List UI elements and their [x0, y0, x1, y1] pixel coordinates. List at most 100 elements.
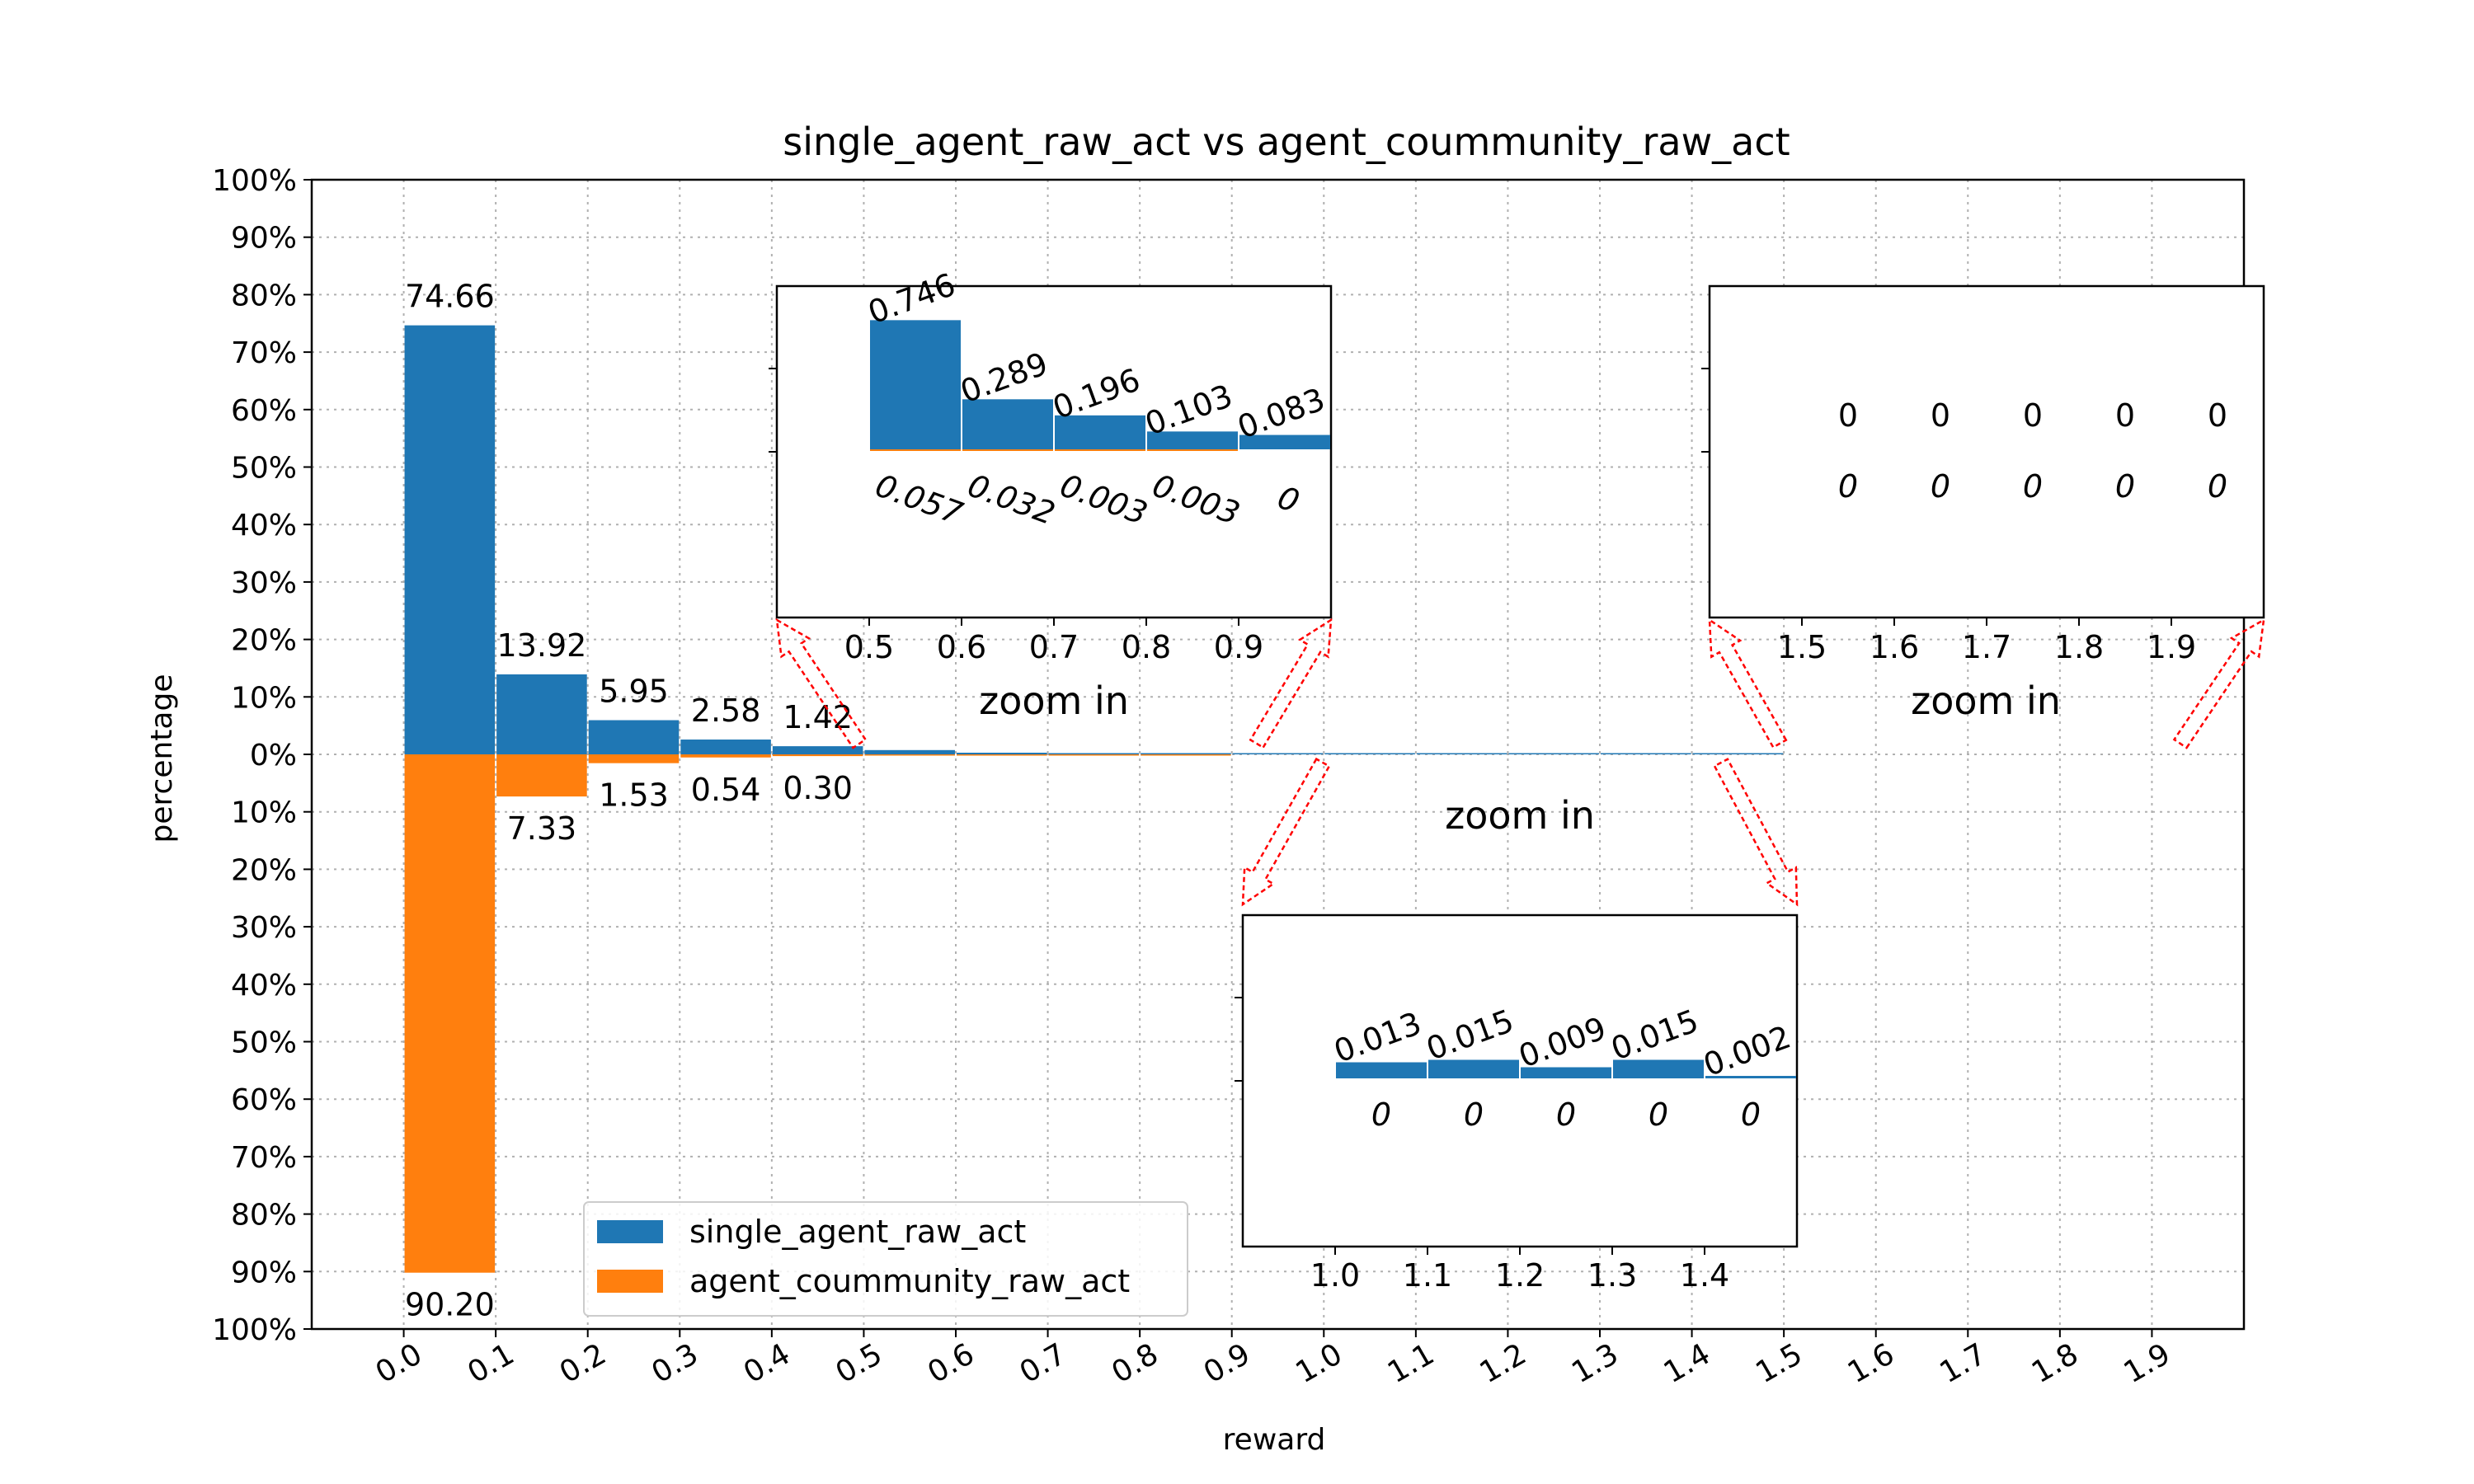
inset-frame	[1708, 284, 2265, 619]
inset-frame	[1241, 913, 1799, 1248]
bar-single-agent	[404, 325, 496, 754]
y-tick-label: 80%	[231, 1199, 297, 1233]
legend-swatch-single-agent	[597, 1220, 663, 1243]
legend-label-single-agent: single_agent_raw_act	[689, 1214, 1026, 1250]
y-axis-label: percentage	[145, 674, 179, 843]
legend-box	[583, 1201, 1188, 1317]
bar-single-agent	[1601, 753, 1691, 754]
inset-label-agent-community: 0	[2208, 468, 2227, 505]
zoom-arrow	[1708, 618, 1788, 749]
legend: single_agent_raw_act agent_coummunity_ra…	[583, 1201, 1188, 1317]
bar-single-agent	[772, 746, 863, 754]
bar-label-agent-community: 1.53	[599, 777, 669, 814]
y-tick-label: 60%	[231, 1083, 297, 1117]
bar-label-single-agent: 2.58	[691, 693, 761, 729]
zoom-arrow	[775, 618, 868, 749]
main-bars	[404, 325, 1784, 1273]
inset-tick-label: 1.1	[1403, 1257, 1452, 1294]
y-tick-label: 30%	[231, 911, 297, 945]
inset-tick-label: 1.3	[1587, 1257, 1637, 1294]
bar-label-single-agent: 74.66	[405, 279, 495, 315]
inset-bar-single-agent	[1428, 1059, 1519, 1078]
bar-single-agent	[1141, 753, 1231, 754]
y-tick-label: 40%	[231, 969, 297, 1003]
bar-agent-community	[864, 754, 955, 756]
y-tick-label: 80%	[231, 279, 297, 312]
inset-tick-label: 1.7	[1962, 629, 2011, 665]
bar-agent-community	[588, 754, 680, 763]
bar-single-agent	[1508, 753, 1599, 754]
inset-tick-label: 1.6	[1870, 629, 1919, 665]
bar-agent-community	[1048, 754, 1140, 756]
bar-agent-community	[496, 754, 587, 797]
inset-panel: 0.5 0.6 0.7 0.8 0.90.7460.2890.1960.1030.083…	[769, 266, 1333, 723]
inset-bar-single-agent	[962, 399, 1053, 449]
bar-agent-community	[404, 754, 496, 1273]
bar-label-agent-community: 7.33	[507, 810, 577, 847]
y-tick-label: 60%	[231, 394, 297, 428]
inset-label-agent-community: 0	[1838, 468, 1858, 505]
bar-single-agent	[680, 740, 771, 754]
y-tick-label: 0%	[250, 739, 297, 773]
bar-label-agent-community: 90.20	[405, 1287, 495, 1323]
bar-single-agent	[1232, 753, 1324, 754]
inset-label-agent-community: 0	[1649, 1097, 1668, 1133]
bar-single-agent	[588, 720, 680, 754]
y-tick-label: 20%	[231, 624, 297, 658]
legend-label-agent-community: agent_coummunity_raw_act	[689, 1263, 1130, 1299]
inset-bar-agent-community	[870, 449, 961, 451]
inset-tick-label: 0.5	[844, 629, 894, 665]
inset-tick-label: 0.6	[937, 629, 986, 665]
inset-bar-agent-community	[1055, 449, 1145, 451]
inset-tick-label: 0.9	[1214, 629, 1263, 665]
bar-single-agent	[1324, 753, 1415, 754]
bar-agent-community	[957, 754, 1047, 756]
bar-agent-community	[1141, 754, 1231, 756]
inset-tick-label: 1.8	[2054, 629, 2104, 665]
chart-title: single_agent_raw_act vs agent_coummunity…	[783, 120, 1790, 164]
inset-label-agent-community: 0	[1556, 1097, 1576, 1133]
insets: 0.5 0.6 0.7 0.8 0.90.7460.2890.1960.1030.083…	[769, 266, 2265, 1294]
inset-tick-label: 1.9	[2147, 629, 2196, 665]
zoom-arrows	[775, 618, 2265, 907]
y-tick-label: 50%	[231, 452, 297, 486]
inset-label-agent-community: 0	[2023, 468, 2043, 505]
zoom-arrow	[1241, 757, 1331, 907]
zoom-arrow	[1249, 618, 1333, 749]
y-tick-label: 90%	[231, 222, 297, 256]
legend-swatch-agent-community	[597, 1270, 663, 1293]
inset-bar-single-agent	[1336, 1062, 1427, 1078]
inset-bar-single-agent	[1521, 1067, 1611, 1078]
inset-label-single-agent: 0	[2208, 397, 2227, 434]
inset-label-single-agent: 0	[2115, 397, 2135, 434]
bar-agent-community	[772, 754, 863, 757]
inset-label-agent-community: 0	[1464, 1097, 1484, 1133]
bar-single-agent	[1692, 753, 1784, 754]
inset-tick-label: 0.7	[1029, 629, 1079, 665]
inset-label-single-agent: 0	[1931, 397, 1950, 434]
y-tick-label: 90%	[231, 1256, 297, 1289]
inset-zoom-label: zoom in	[1445, 793, 1595, 838]
y-tick-label: 50%	[231, 1026, 297, 1060]
bar-label-agent-community: 0.54	[691, 772, 761, 808]
bar-single-agent	[957, 752, 1047, 754]
y-tick-label: 10%	[231, 796, 297, 830]
inset-label-agent-community: 0	[2115, 468, 2135, 505]
y-tick-label: 100%	[212, 1313, 297, 1347]
zoom-arrow	[2172, 618, 2265, 749]
y-tick-label: 30%	[231, 566, 297, 600]
y-tick-label: 40%	[231, 509, 297, 542]
bar-label-single-agent: 5.95	[599, 674, 669, 710]
inset-label-single-agent: 0	[2023, 397, 2043, 434]
inset-panel: 1.0 1.1 1.2 1.3 1.40.0130.0150.0090.0150.002…	[1235, 793, 1799, 1294]
zoom-arrow	[1713, 758, 1799, 907]
inset-zoom-label: zoom in	[1911, 679, 2061, 723]
y-tick-label: 70%	[231, 336, 297, 370]
bar-agent-community	[680, 754, 771, 758]
inset-bar-single-agent	[1705, 1076, 1796, 1078]
y-tick-label: 20%	[231, 853, 297, 887]
x-axis-label: reward	[1223, 1423, 1326, 1457]
